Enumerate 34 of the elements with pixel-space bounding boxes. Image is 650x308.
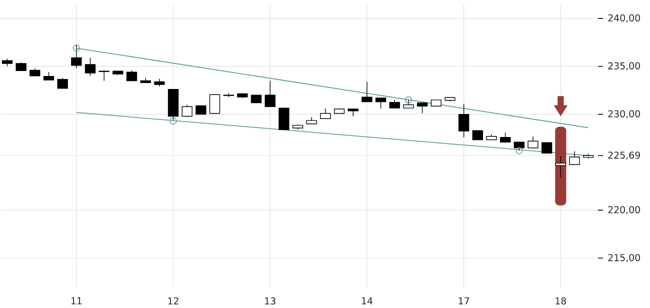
point [516, 147, 523, 154]
candlestick [569, 150, 580, 166]
candlestick [362, 81, 372, 102]
x-tick-label: 14 [362, 297, 372, 304]
candlestick [57, 78, 68, 89]
x-tick-label: 11 [71, 297, 82, 304]
y-tick-label: 235,00 [608, 62, 640, 70]
point [72, 44, 80, 52]
x-tick-label: 18 [556, 297, 566, 305]
candlestick [209, 94, 220, 114]
x-tick-label: 13 [265, 297, 276, 305]
candlestick [375, 98, 386, 109]
candlestick [458, 103, 470, 138]
point [404, 96, 412, 104]
candlestick [416, 102, 428, 114]
x-tick-label: 17 [458, 297, 470, 304]
y-tick-label: 220,00 [608, 206, 640, 214]
candlestick [528, 136, 538, 148]
point [170, 118, 177, 125]
candlestick [472, 130, 483, 140]
y-tick-label: 215,00 [608, 254, 640, 262]
candlestick [264, 80, 276, 108]
y-tick-label: 240,00 [608, 14, 640, 23]
candlestick [84, 57, 96, 76]
y-tick-label: 230,00 [608, 110, 640, 118]
candlestick [541, 142, 552, 154]
y-tick-label: 225,69 [608, 152, 640, 160]
candlestick [126, 70, 138, 82]
candlestick [182, 104, 192, 118]
candlestick [320, 108, 331, 120]
x-tick-label: 12 [168, 297, 178, 304]
candlestick [555, 156, 566, 178]
candlestick [278, 107, 290, 130]
candlestick [500, 132, 511, 143]
